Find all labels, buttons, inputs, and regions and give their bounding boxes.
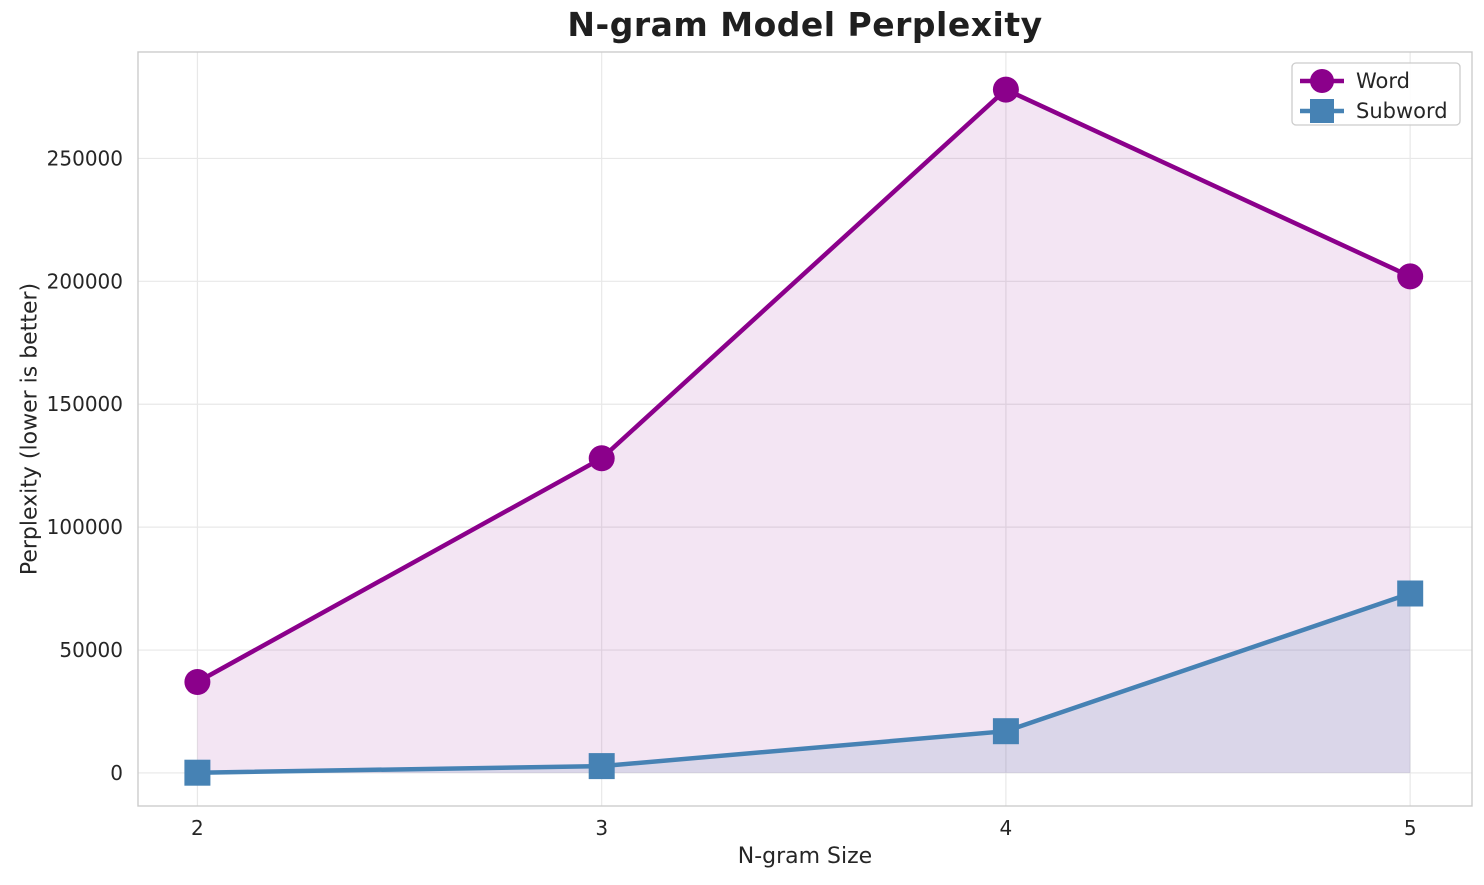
data-point-word-5	[1397, 263, 1424, 290]
y-tick-label: 150000	[47, 392, 123, 416]
legend-marker-subword	[1310, 99, 1334, 123]
y-tick-label: 0	[110, 761, 123, 785]
series-line-word	[195, 86, 1413, 685]
y-tick-label: 50000	[59, 638, 123, 662]
x-tick-label: 2	[191, 816, 204, 840]
x-tick-label: 4	[1000, 816, 1013, 840]
legend: Word Subword	[1291, 62, 1461, 126]
y-tick-label: 250000	[47, 146, 123, 170]
legend-label-word: Word	[1356, 69, 1410, 93]
y-tick-label: 100000	[47, 515, 123, 539]
data-point-word-2	[184, 669, 211, 695]
data-point-subword-4	[992, 718, 1019, 745]
chart-title: N-gram Model Perplexity	[567, 5, 1043, 44]
data-point-word-4	[992, 76, 1019, 103]
legend-marker-word	[1310, 69, 1334, 93]
data-point-subword-5	[1397, 580, 1424, 607]
data-point-subword-3	[588, 753, 615, 780]
data-point-subword-2	[184, 759, 211, 786]
area-fill-subword	[197, 593, 1411, 773]
y-tick-label: 200000	[47, 269, 123, 293]
data-point-word-3	[588, 445, 615, 472]
legend-label-subword: Subword	[1356, 99, 1448, 123]
plot-border	[137, 51, 1473, 807]
x-tick-label: 5	[1404, 816, 1417, 840]
x-axis-label: N-gram Size	[737, 844, 873, 869]
series-line-subword	[195, 591, 1413, 775]
area-fill-word	[197, 89, 1411, 773]
x-tick-label: 3	[595, 816, 608, 840]
